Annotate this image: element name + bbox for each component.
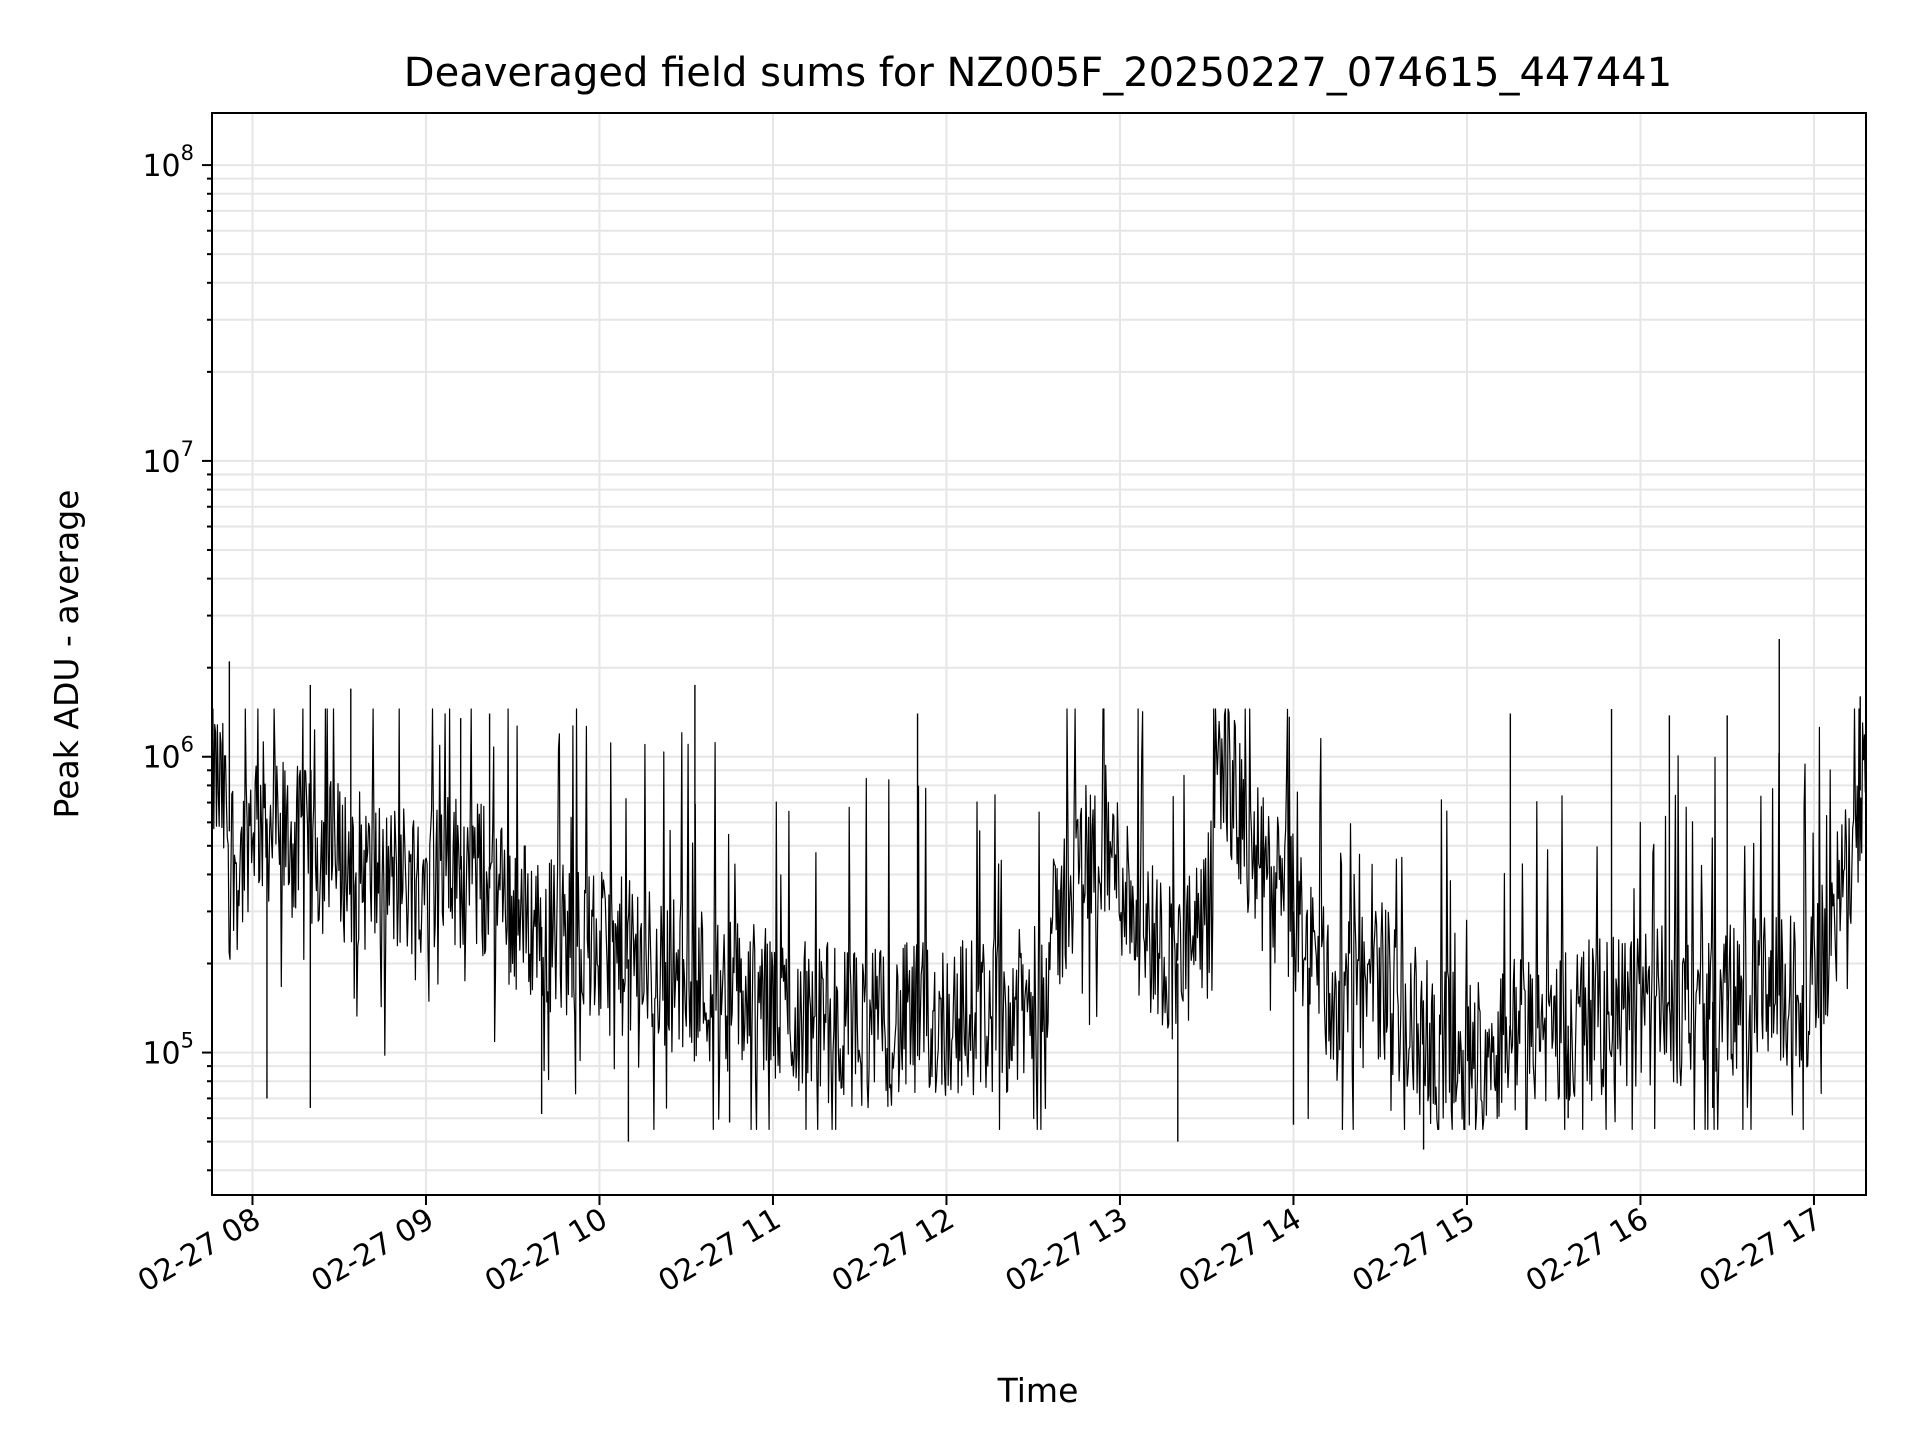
series-line [212,708,1866,1131]
y-axis: 105 106 107 108 [142,141,212,1172]
series-layer [212,639,1866,1150]
x-axis-label: Time [997,1371,1079,1410]
chart-title: Deaveraged field sums for NZ005F_2025022… [404,50,1672,96]
y-axis-label: Peak ADU - average [47,490,86,819]
y-tick-label: 105 [142,1029,194,1072]
y-tick-label: 107 [142,437,194,480]
y-tick-label: 106 [142,733,194,776]
plot-frame [211,112,1867,1196]
y-tick-label: 108 [142,141,194,184]
